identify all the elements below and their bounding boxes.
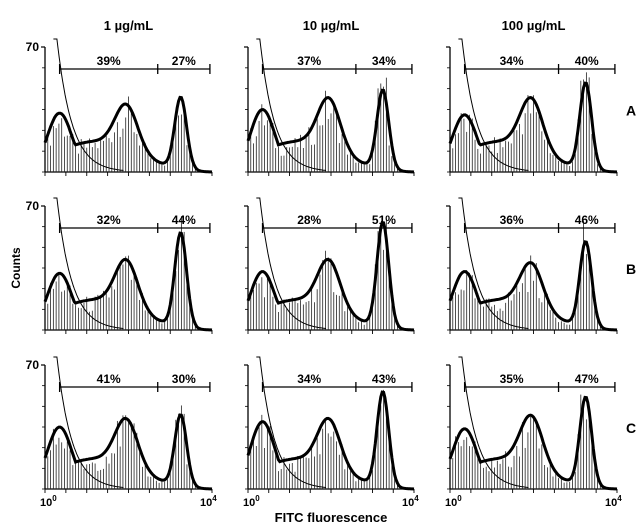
gate-right-percent: 43% [372, 372, 396, 386]
control-curve [458, 356, 529, 488]
column-header-2: 10 µg/mL [303, 18, 360, 33]
x-tick-label-low: 100 [40, 494, 57, 509]
sample-envelope-curve [246, 88, 415, 174]
control-curve [53, 356, 124, 488]
sample-envelope-curve [246, 390, 415, 491]
gate-left-percent: 41% [97, 372, 121, 386]
sample-envelope-curve [448, 81, 618, 174]
gate-right-percent: 34% [372, 54, 396, 68]
gate-left-percent: 39% [97, 54, 121, 68]
control-curve [458, 197, 529, 329]
x-axis-title: FITC fluorescence [275, 510, 388, 525]
histogram-panel-C-2 [244, 356, 415, 493]
histogram-panel-A-2 [244, 38, 415, 176]
row-label-A: A [626, 103, 636, 119]
x-tick-label-high: 104 [200, 494, 217, 509]
y-max-label-C: 70 [26, 358, 40, 372]
histogram-panel-A-3 [446, 38, 618, 176]
histogram-panel-B-1 [41, 197, 213, 334]
x-tick-label-low: 100 [445, 494, 462, 509]
gate-right-percent: 47% [575, 372, 599, 386]
gate-left-percent: 36% [500, 213, 524, 227]
y-max-label-A: 70 [26, 40, 40, 54]
histogram-panel-B-3 [446, 197, 618, 334]
sample-envelope-curve [43, 95, 213, 174]
histogram-panel-C-3 [446, 356, 618, 493]
column-header-1: 1 µg/mL [104, 18, 153, 33]
histogram-panel-C-1 [41, 356, 213, 493]
control-curve [256, 356, 327, 488]
sample-envelope-curve [448, 240, 618, 332]
row-label-B: B [626, 261, 636, 277]
sample-envelope-curve [43, 231, 213, 332]
gate-right-percent: 27% [172, 54, 196, 68]
x-tick-label-high: 104 [402, 494, 419, 509]
control-curve [256, 197, 327, 329]
control-curve [458, 38, 529, 171]
control-curve [53, 197, 124, 329]
gate-right-percent: 51% [372, 213, 396, 227]
gate-right-percent: 46% [575, 213, 599, 227]
gate-left-percent: 32% [97, 213, 121, 227]
column-header-3: 100 µg/mL [502, 18, 566, 33]
y-max-label-B: 70 [26, 199, 40, 213]
gate-left-percent: 28% [297, 213, 321, 227]
control-curve [256, 38, 327, 171]
control-curve [53, 38, 124, 171]
y-axis-title: Counts [9, 247, 23, 289]
sample-envelope-curve [43, 413, 213, 491]
gate-right-percent: 40% [575, 54, 599, 68]
gate-left-percent: 35% [500, 372, 524, 386]
histogram-panel-B-2 [244, 197, 415, 334]
histogram-panel-A-1 [41, 38, 213, 176]
gate-right-percent: 30% [172, 372, 196, 386]
gate-left-percent: 37% [297, 54, 321, 68]
sample-envelope-curve [448, 395, 618, 491]
x-tick-label-high: 104 [605, 494, 622, 509]
sample-envelope-curve [246, 220, 415, 332]
row-label-C: C [626, 420, 636, 436]
gate-left-percent: 34% [500, 54, 524, 68]
gate-left-percent: 34% [297, 372, 321, 386]
x-tick-label-low: 100 [243, 494, 260, 509]
gate-right-percent: 44% [172, 213, 196, 227]
